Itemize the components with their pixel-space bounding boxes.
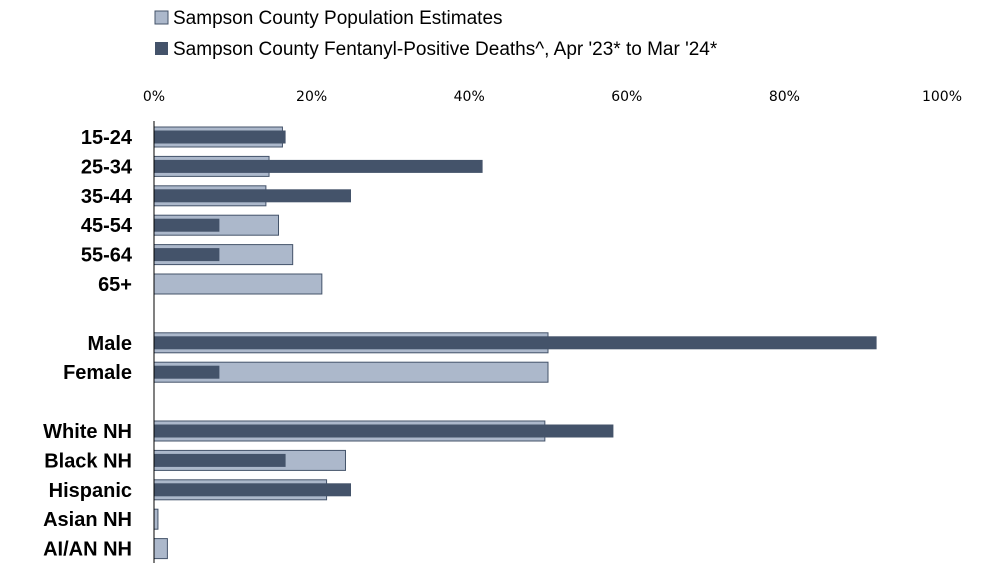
legend: Sampson County Population Estimates Samp…	[154, 8, 718, 60]
population-bar-ai-an-nh	[153, 538, 168, 560]
population-bar-asian-nh	[153, 508, 159, 530]
legend-label-population: Sampson County Population Estimates	[173, 8, 503, 29]
death-bar-black-nh	[154, 453, 286, 467]
category-label-asian-nh: Asian NH	[43, 509, 132, 531]
legend-label-deaths: Sampson County Fentanyl-Positive Deaths^…	[173, 39, 718, 60]
death-bar-hispanic	[154, 483, 351, 497]
category-label-15-24: 15-24	[81, 127, 133, 149]
category-label-35-44: 35-44	[81, 186, 133, 208]
death-bar-35-44	[154, 189, 351, 203]
legend-swatch-population	[154, 10, 169, 25]
category-label-ai-an-nh: AI/AN NH	[43, 539, 132, 561]
x-tick-label-4: 80%	[769, 89, 800, 105]
death-bars	[154, 130, 877, 497]
x-tick-label-1: 20%	[296, 89, 327, 105]
category-label-55-64: 55-64	[81, 245, 133, 267]
death-bar-male	[154, 336, 877, 350]
x-tick-label-0: 0%	[143, 89, 165, 105]
death-bar-55-64	[154, 248, 220, 262]
category-label-male: Male	[88, 333, 132, 355]
category-label-65: 65+	[98, 274, 132, 296]
category-label-25-34: 25-34	[81, 156, 133, 178]
category-label-45-54: 45-54	[81, 215, 133, 237]
x-tick-label-3: 60%	[611, 89, 642, 105]
category-labels: 15-24 25-34 35-44 45-54 55-64 65+ Male Female Wh…	[43, 127, 133, 561]
death-bar-25-34	[154, 159, 483, 173]
death-bar-45-54	[154, 218, 220, 232]
death-bar-white-nh	[154, 424, 614, 438]
category-label-black-nh: Black NH	[44, 450, 132, 472]
population-bar-65	[153, 273, 323, 295]
death-bar-female	[154, 365, 220, 379]
x-tick-label-5: 100%	[922, 89, 962, 105]
death-bar-15-24	[154, 130, 286, 144]
x-axis-ticks: 0% 20% 40% 60% 80% 100%	[143, 89, 962, 105]
category-label-white-nh: White NH	[43, 421, 132, 443]
legend-swatch-deaths	[155, 42, 168, 55]
category-label-hispanic: Hispanic	[49, 480, 132, 502]
category-label-female: Female	[63, 362, 132, 384]
x-tick-label-2: 40%	[454, 89, 485, 105]
